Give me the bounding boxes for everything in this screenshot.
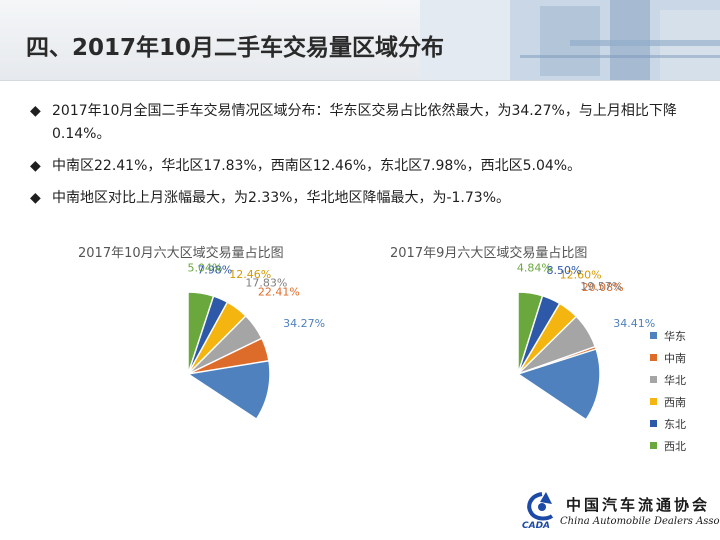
legend-item: 西南 (650, 394, 686, 409)
legend-swatch (650, 442, 657, 449)
bullet-text: 中南区22.41%，华北区17.83%，西南区12.46%，东北区7.98%，西… (52, 158, 582, 174)
pie-data-label: 34.41% (613, 317, 655, 330)
legend-label: 西北 (664, 439, 686, 453)
pie-data-label: 12.46% (229, 268, 271, 281)
pie-data-label: 7.98% (197, 263, 232, 276)
legend-item: 华北 (650, 372, 686, 387)
pie-data-label: 19.57% (580, 280, 622, 293)
legend-item: 中南 (650, 350, 686, 365)
chart-legend: 华东 中南 华北 西南 东北 西北 (650, 328, 686, 460)
cada-logo: CADA 中国汽车流通协会 China Automobile Dealers A… (520, 488, 720, 538)
logo-mark-text: CADA (522, 521, 551, 531)
bullet-item: ◆ 中南区22.41%，华北区17.83%，西南区12.46%，东北区7.98%… (30, 155, 690, 178)
pie-slice-6 (187, 291, 215, 375)
legend-swatch (650, 420, 657, 427)
pie-data-label: 5.04% (188, 262, 223, 274)
bullet-text: 2017年10月全国二手车交易情况区域分布：华东区交易占比依然最大，为34.27… (52, 103, 677, 142)
diamond-bullet-icon: ◆ (30, 103, 41, 119)
pie-data-label: 8.50% (546, 264, 581, 277)
logo-name-en: China Automobile Dealers Association (560, 516, 720, 527)
legend-swatch (650, 398, 657, 405)
page-title: 四、2017年10月二手车交易量区域分布 (26, 35, 445, 61)
pie-data-label: 34.27% (283, 317, 325, 330)
pie-data-label: 20.08% (582, 281, 624, 294)
pie-slice-6 (517, 291, 544, 375)
title-bar: 四、2017年10月二手车交易量区域分布 (0, 0, 720, 81)
legend-label: 华北 (664, 373, 686, 387)
legend-label: 中南 (664, 351, 686, 365)
pie-chart-october: 34.27% 22.41%17.83%12.46%7.98%5.04% (187, 262, 325, 421)
legend-swatch (650, 354, 657, 361)
legend-item: 华东 (650, 328, 686, 343)
bullet-list: ◆ 2017年10月全国二手车交易情况区域分布：华东区交易占比依然最大，为34.… (30, 100, 690, 219)
diamond-bullet-icon: ◆ (30, 190, 41, 206)
legend-item: 西北 (650, 438, 686, 453)
bullet-item: ◆ 中南地区对比上月涨幅最大，为2.33%，华北地区降幅最大，为-1.73%。 (30, 187, 690, 210)
logo-name-cn: 中国汽车流通协会 (566, 496, 711, 514)
pie-data-label: 22.41% (258, 286, 300, 299)
legend-item: 东北 (650, 416, 686, 431)
bullet-item: ◆ 2017年10月全国二手车交易情况区域分布：华东区交易占比依然最大，为34.… (30, 100, 690, 146)
pie-chart-september: 34.41% 20.08%19.57%12.60%8.50%4.84% (517, 262, 655, 421)
pie-data-label: 17.83% (245, 277, 287, 290)
chart-title-october: 2017年10月六大区域交易量占比图 (78, 246, 284, 261)
legend-label: 华东 (664, 329, 686, 343)
pie-data-label: 12.60% (560, 268, 602, 281)
legend-label: 西南 (664, 395, 686, 409)
chart-title-september: 2017年9月六大区域交易量占比图 (390, 246, 588, 261)
bullet-text: 中南地区对比上月涨幅最大，为2.33%，华北地区降幅最大，为-1.73%。 (52, 190, 510, 206)
legend-swatch (650, 376, 657, 383)
cada-logo-mark-icon (527, 492, 554, 521)
header-decoration (420, 0, 720, 80)
legend-swatch (650, 332, 657, 339)
pie-data-label: 4.84% (517, 262, 552, 274)
diamond-bullet-icon: ◆ (30, 158, 41, 174)
legend-label: 东北 (664, 417, 686, 431)
